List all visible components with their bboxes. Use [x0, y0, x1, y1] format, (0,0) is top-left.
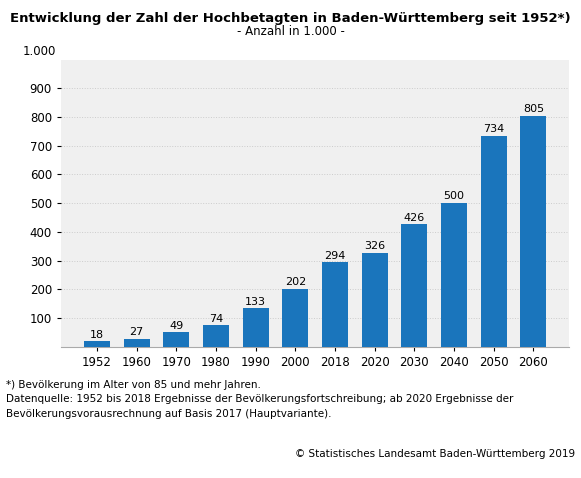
Text: *) Bevölkerung im Alter von 85 und mehr Jahren.: *) Bevölkerung im Alter von 85 und mehr … — [6, 380, 261, 390]
Text: - Anzahl in 1.000 -: - Anzahl in 1.000 - — [236, 25, 345, 38]
Text: 326: 326 — [364, 241, 385, 251]
Text: 734: 734 — [483, 124, 504, 134]
Text: 133: 133 — [245, 297, 266, 307]
Text: 18: 18 — [90, 330, 104, 340]
Text: 49: 49 — [169, 321, 184, 331]
Text: 202: 202 — [285, 277, 306, 287]
Text: 500: 500 — [443, 191, 465, 201]
Bar — [124, 339, 149, 347]
Text: 74: 74 — [209, 314, 223, 324]
Text: 27: 27 — [130, 327, 144, 337]
Text: Datenquelle: 1952 bis 2018 Ergebnisse der Bevölkerungsfortschreibung; ab 2020 Er: Datenquelle: 1952 bis 2018 Ergebnisse de… — [6, 394, 513, 404]
Bar — [521, 116, 546, 347]
Bar — [401, 224, 427, 347]
Bar — [203, 326, 229, 347]
Bar — [243, 308, 268, 347]
Bar — [481, 136, 507, 347]
Bar — [163, 333, 189, 347]
Text: 294: 294 — [324, 250, 346, 261]
Text: 1.000: 1.000 — [23, 45, 56, 58]
Text: 426: 426 — [404, 213, 425, 223]
Text: Entwicklung der Zahl der Hochbetagten in Baden-Württemberg seit 1952*): Entwicklung der Zahl der Hochbetagten in… — [10, 12, 571, 25]
Text: 805: 805 — [523, 104, 544, 114]
Bar — [441, 203, 467, 347]
Text: © Statistisches Landesamt Baden-Württemberg 2019: © Statistisches Landesamt Baden-Württemb… — [295, 449, 575, 459]
Bar — [322, 262, 348, 347]
Bar — [282, 289, 309, 347]
Bar — [362, 253, 388, 347]
Text: Bevölkerungsvorausrechnung auf Basis 2017 (Hauptvariante).: Bevölkerungsvorausrechnung auf Basis 201… — [6, 409, 331, 419]
Bar — [84, 341, 110, 347]
